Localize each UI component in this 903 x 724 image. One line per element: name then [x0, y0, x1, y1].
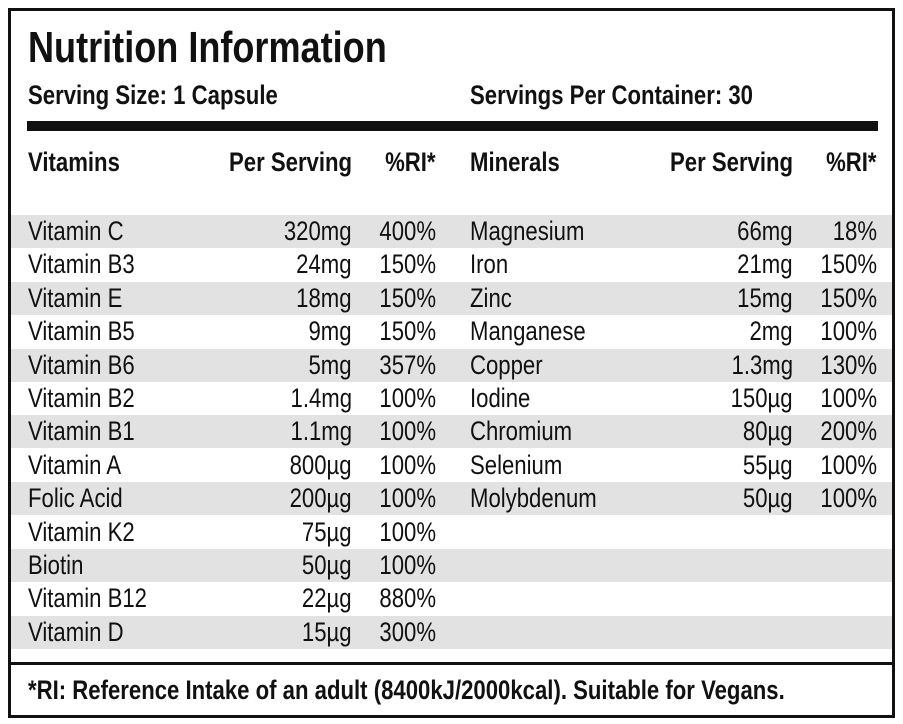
row-stripe [11, 615, 892, 649]
servings-per-container: Servings Per Container: 30 [470, 80, 754, 110]
nutrient-name: Chromium [470, 416, 573, 447]
nutrient-name: Vitamin B3 [28, 249, 135, 280]
serving-size: Serving Size: 1 Capsule [28, 80, 278, 110]
nutrient-name: Molybdenum [470, 483, 597, 514]
per-serving: 15µg [302, 616, 352, 647]
per-serving: 150µg [730, 383, 793, 413]
ri-percent: 18% [832, 216, 877, 246]
per-serving: 1.3mg [731, 349, 793, 380]
nutrient-name: Vitamin D [28, 616, 124, 647]
row-stripe [11, 415, 892, 449]
nutrient-name: Selenium [470, 449, 563, 480]
column-header: Per Serving [228, 147, 352, 177]
nutrient-name: Vitamin A [28, 449, 122, 480]
nutrient-name: Biotin [28, 550, 84, 580]
per-serving: 50µg [302, 550, 352, 580]
per-serving: 24mg [296, 249, 352, 280]
per-serving: 2mg [749, 316, 793, 347]
nutrient-name: Vitamin B5 [28, 316, 135, 347]
nutrient-name: Magnesium [470, 216, 585, 246]
nutrient-name: Iodine [470, 383, 531, 413]
ri-percent: 100% [820, 316, 877, 347]
thick-rule [27, 121, 878, 131]
per-serving: 200µg [289, 483, 352, 514]
ri-percent: 150% [820, 282, 877, 313]
ri-percent: 150% [379, 316, 436, 347]
per-serving: 75µg [302, 516, 352, 547]
row-stripe [11, 215, 892, 248]
per-serving: 320mg [284, 216, 352, 246]
nutrient-name: Vitamin K2 [28, 516, 135, 547]
per-serving: 22µg [302, 583, 352, 614]
ri-percent: 100% [820, 483, 877, 514]
nutrient-name: Vitamin E [28, 282, 123, 313]
per-serving: 18mg [296, 282, 352, 313]
per-serving: 15mg [737, 282, 793, 313]
footer-rule [11, 662, 892, 665]
frame [8, 8, 895, 718]
ri-percent: 100% [379, 483, 436, 514]
per-serving: 1.1mg [290, 416, 352, 447]
row-stripe [11, 348, 892, 382]
footer-note: *RI: Reference Intake of an adult (8400k… [28, 675, 785, 705]
nutrient-name: Vitamin B1 [28, 416, 135, 447]
per-serving: 80µg [743, 416, 793, 447]
column-header: Minerals [470, 147, 560, 177]
ri-percent: 150% [820, 249, 877, 280]
ri-percent: 100% [820, 383, 877, 413]
column-header: Vitamins [28, 147, 120, 177]
ri-percent: 150% [379, 249, 436, 280]
column-header: %RI* [385, 147, 436, 177]
ri-percent: 357% [379, 349, 436, 380]
ri-percent: 100% [379, 449, 436, 480]
per-serving: 800µg [289, 449, 352, 480]
ri-percent: 880% [379, 583, 436, 614]
row-stripe [11, 281, 892, 315]
title: Nutrition Information [28, 23, 387, 72]
ri-percent: 200% [820, 416, 877, 447]
per-serving: 9mg [308, 316, 352, 347]
nutrient-name: Vitamin B6 [28, 349, 135, 380]
nutrient-name: Copper [470, 349, 543, 380]
row-stripe [11, 549, 892, 582]
ri-percent: 300% [379, 616, 436, 647]
ri-percent: 100% [379, 383, 436, 413]
nutrient-name: Manganese [470, 316, 586, 347]
per-serving: 66mg [737, 216, 793, 246]
ri-percent: 400% [379, 216, 436, 246]
nutrient-name: Zinc [470, 282, 512, 313]
per-serving: 21mg [737, 249, 793, 280]
per-serving: 55µg [743, 449, 793, 480]
per-serving: 1.4mg [290, 383, 352, 413]
row-stripe [11, 482, 892, 516]
ri-percent: 100% [820, 449, 877, 480]
per-serving: 50µg [743, 483, 793, 514]
nutrient-name: Folic Acid [28, 483, 123, 514]
ri-percent: 100% [379, 416, 436, 447]
ri-percent: 100% [379, 516, 436, 547]
per-serving: 5mg [308, 349, 352, 380]
ri-percent: 130% [820, 349, 877, 380]
nutrient-name: Vitamin C [28, 216, 124, 246]
ri-percent: 100% [379, 550, 436, 580]
ri-percent: 150% [379, 282, 436, 313]
column-header: Per Serving [669, 147, 793, 177]
nutrient-name: Vitamin B12 [28, 583, 147, 614]
column-header: %RI* [826, 147, 877, 177]
nutrient-name: Iron [470, 249, 509, 280]
nutrient-name: Vitamin B2 [28, 383, 135, 413]
